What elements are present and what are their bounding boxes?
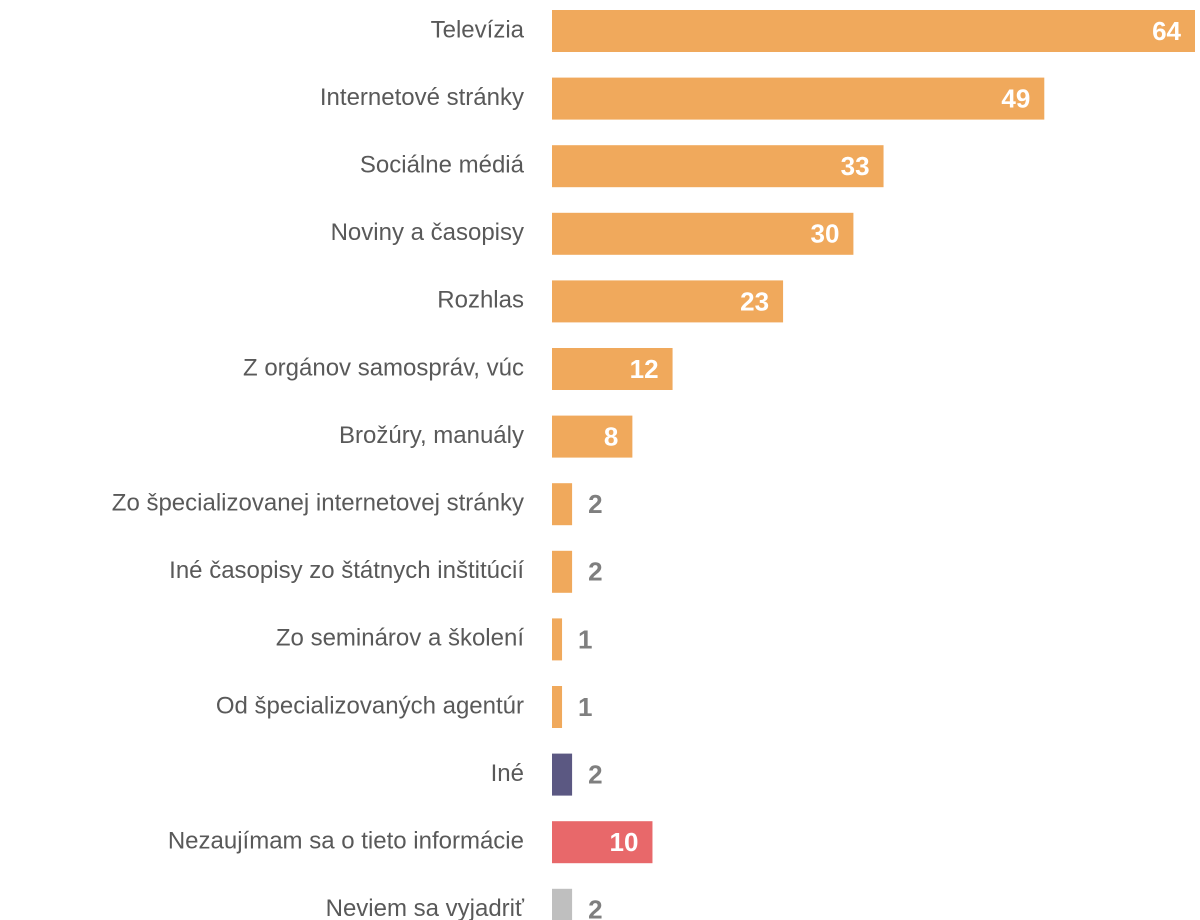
category-label: Iné [491, 760, 524, 787]
category-label: Brožúry, manuály [339, 422, 524, 449]
value-label: 33 [841, 151, 870, 181]
category-label: Nezaujímam sa o tieto informácie [168, 828, 524, 855]
value-label: 12 [630, 354, 659, 384]
category-label: Zo seminárov a školení [276, 625, 524, 652]
value-label: 30 [810, 219, 839, 249]
category-label: Internetové stránky [320, 84, 524, 111]
value-label: 1 [578, 692, 592, 722]
category-label: Televízia [431, 16, 525, 43]
bar [552, 550, 573, 593]
category-label: Iné časopisy zo štátnych inštitúcií [169, 557, 524, 584]
bar [552, 212, 854, 255]
category-label: Neviem sa vyjadriť [326, 895, 525, 920]
category-label: Sociálne médiá [360, 152, 525, 179]
category-label: Od špecializovaných agentúr [216, 692, 524, 719]
bar [552, 686, 563, 728]
value-label: 1 [578, 624, 592, 654]
bar [552, 10, 1195, 52]
bar [552, 618, 563, 661]
bar [552, 888, 573, 920]
bar [552, 821, 653, 864]
value-label: 64 [1152, 16, 1181, 46]
value-label: 2 [588, 759, 602, 789]
value-label: 2 [588, 895, 602, 920]
value-label: 10 [610, 827, 639, 857]
value-label: 49 [1001, 83, 1030, 113]
bar [552, 415, 633, 458]
bar [552, 483, 573, 526]
category-label: Z orgánov samospráv, vúc [243, 354, 524, 381]
value-label: 2 [588, 489, 602, 519]
bar [552, 348, 673, 390]
value-label: 8 [604, 421, 618, 451]
bar [552, 280, 784, 323]
category-label: Rozhlas [437, 287, 524, 314]
category-label: Noviny a časopisy [331, 219, 524, 246]
bar [552, 753, 573, 796]
value-label: 2 [588, 557, 602, 587]
value-label: 23 [740, 286, 769, 316]
bar [552, 77, 1045, 120]
category-label: Zo špecializovanej internetovej stránky [112, 490, 524, 517]
bar [552, 145, 884, 188]
